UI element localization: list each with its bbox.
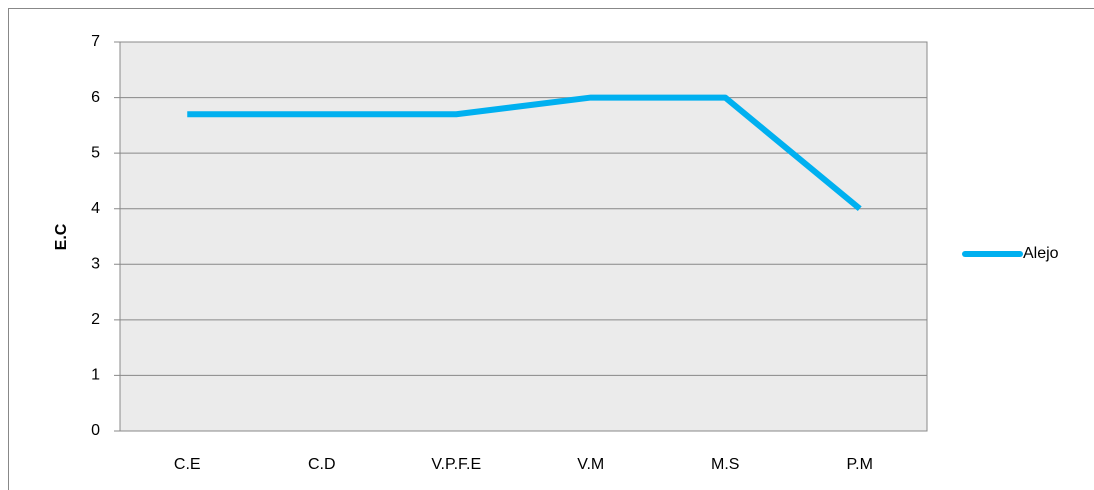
y-tick-label: 2 (91, 311, 100, 328)
y-tick-label: 4 (91, 200, 100, 217)
x-tick-label: M.S (711, 456, 739, 473)
plot-area (119, 41, 928, 432)
y-tick-label: 7 (91, 33, 100, 50)
x-tick-label: V.P.F.E (431, 456, 481, 473)
y-axis-label: E.C (53, 223, 70, 250)
y-tick-label: 3 (91, 256, 100, 273)
y-tick-label: 1 (91, 367, 100, 384)
y-tick-label: 0 (91, 422, 100, 439)
x-tick-label: C.D (308, 456, 336, 473)
y-tick-label: 6 (91, 89, 100, 106)
x-tick-label: V.M (577, 456, 604, 473)
line-series (187, 94, 862, 212)
legend-label: Alejo (1023, 245, 1059, 262)
x-tick-label: P.M (847, 456, 873, 473)
y-tick-label: 5 (91, 144, 100, 161)
x-tick-label: C.E (174, 456, 201, 473)
